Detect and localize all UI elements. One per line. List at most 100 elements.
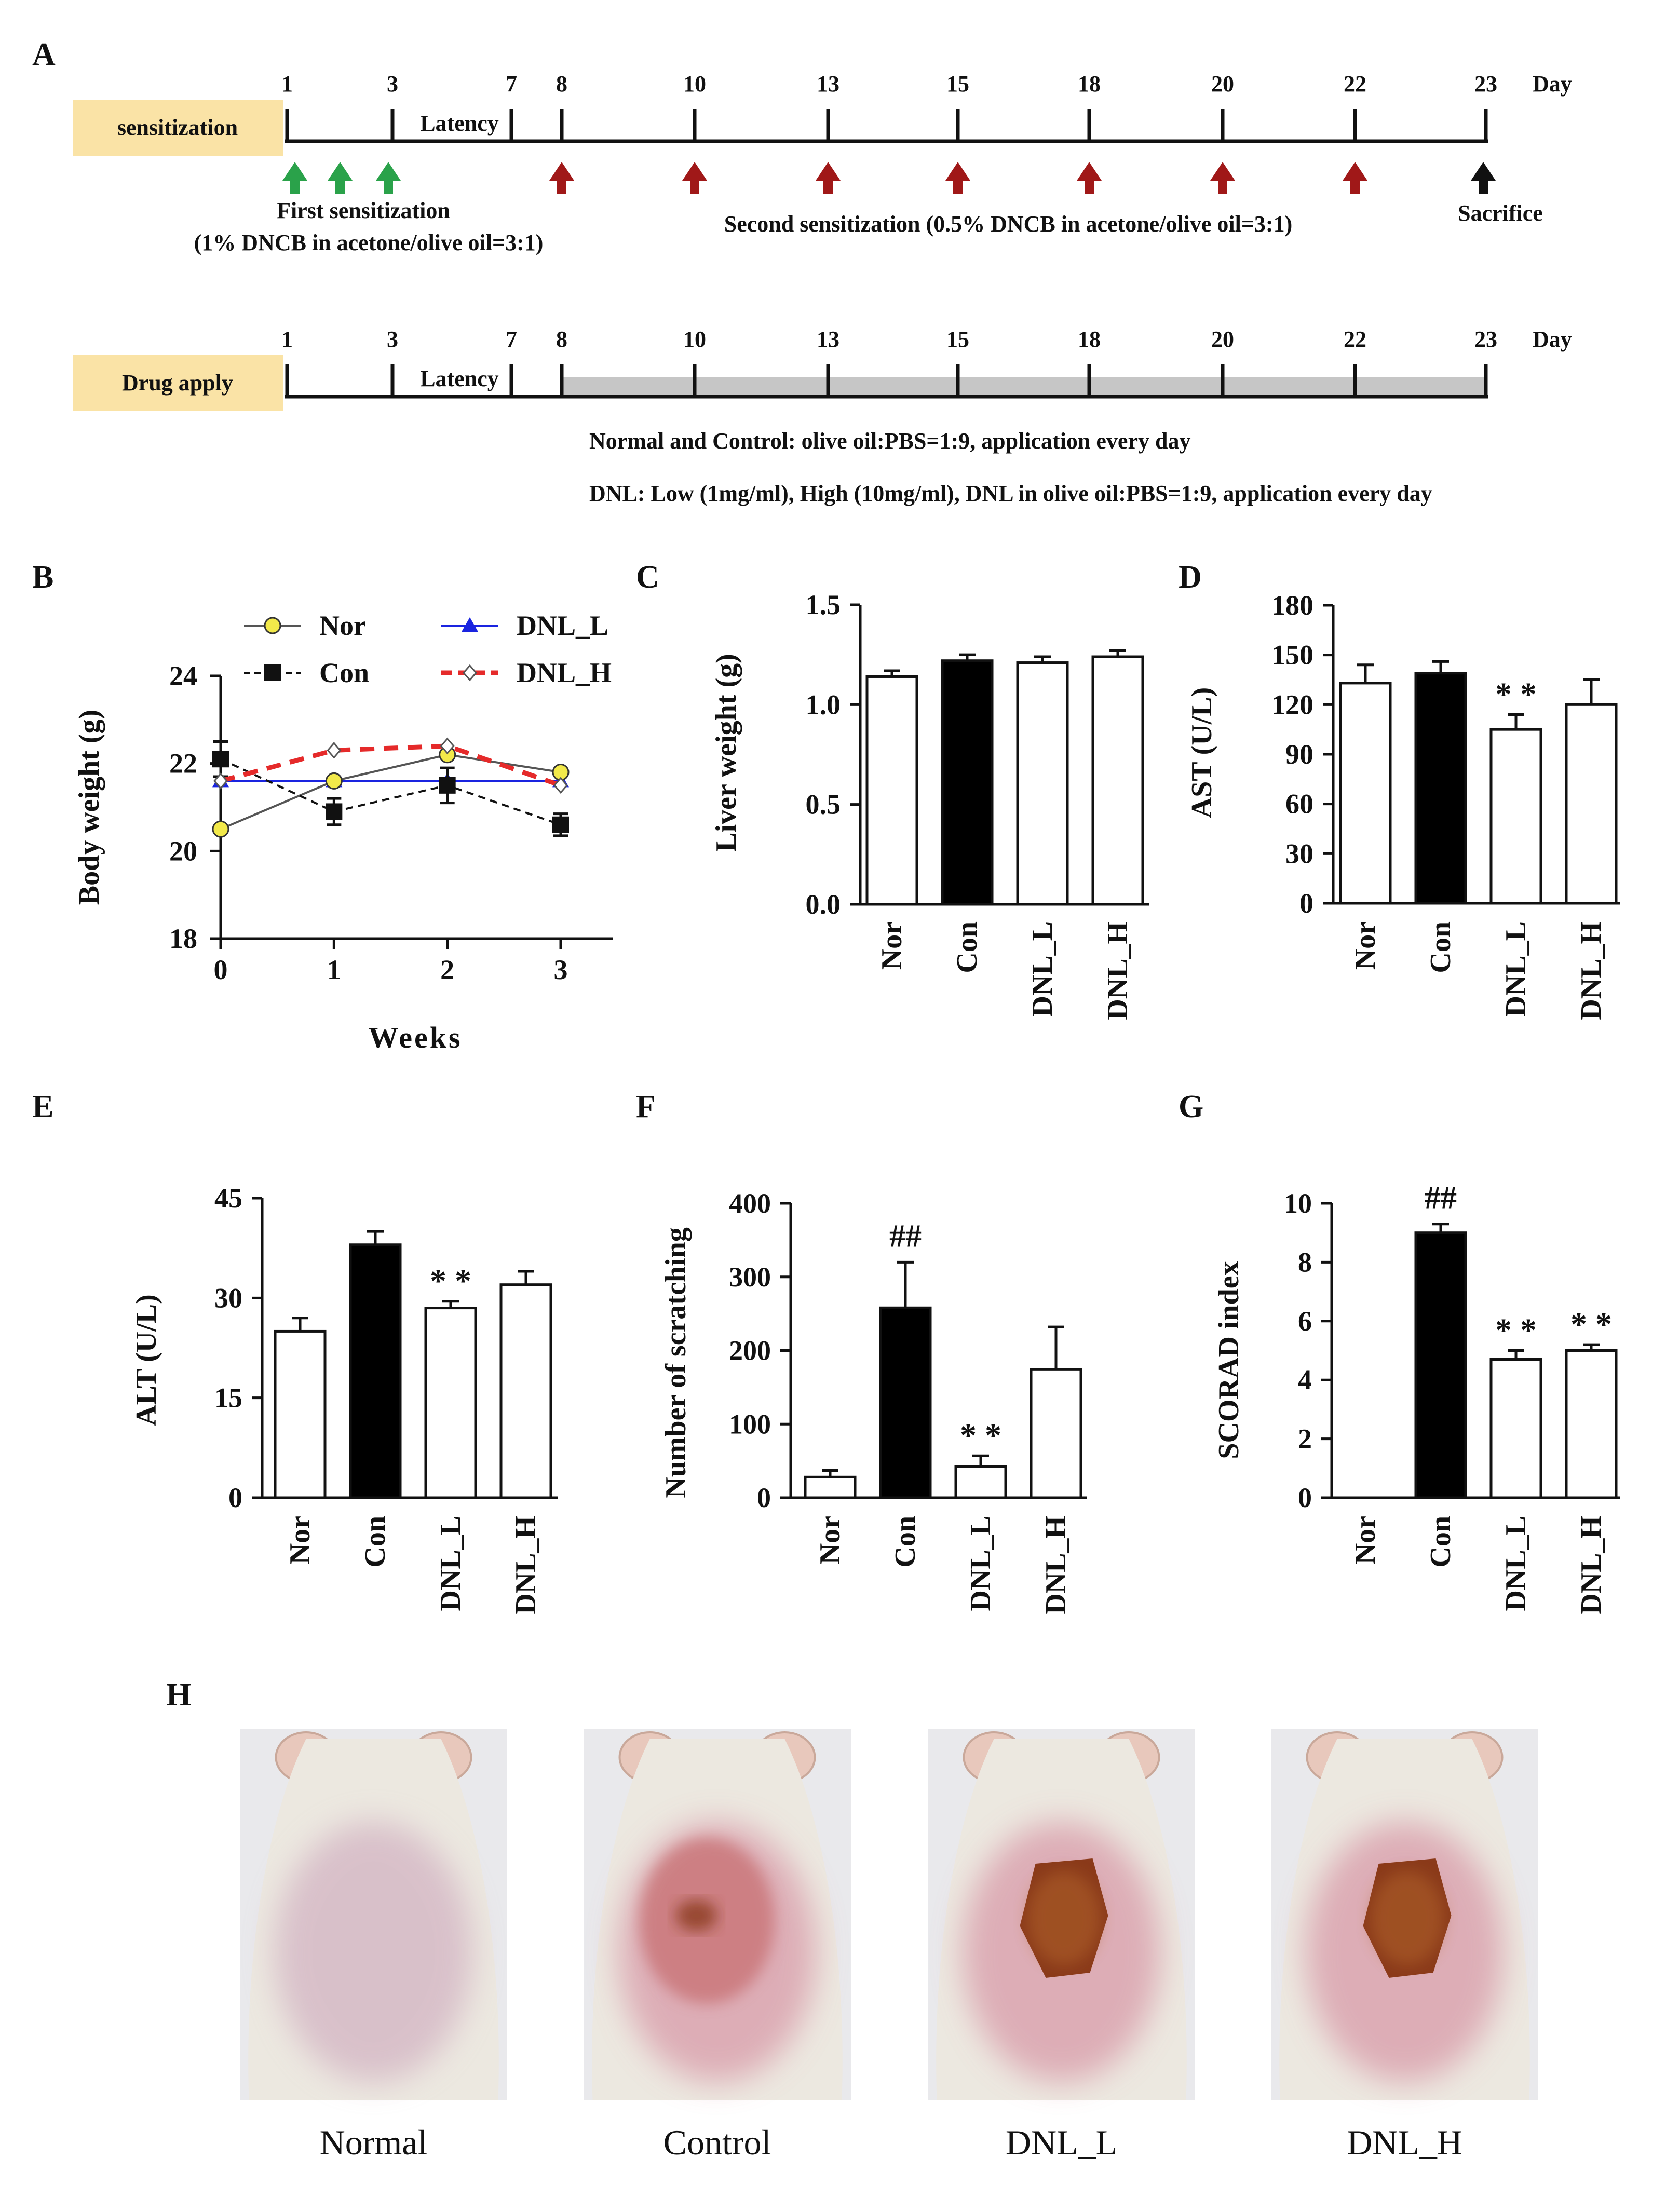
significance-mark: ##	[1425, 1180, 1457, 1216]
category-label: Con	[359, 1516, 391, 1568]
legend-marker	[264, 664, 281, 681]
y-axis-label: Body weight (g)	[73, 710, 105, 905]
sensitization-arrows	[282, 162, 1496, 194]
data-point	[213, 772, 228, 790]
timeline-day-label-8: 8	[556, 71, 567, 97]
panel-letter-h: H	[166, 1677, 191, 1713]
y-tick-label: 15	[214, 1382, 242, 1414]
y-tick-label: 60	[1285, 789, 1313, 820]
bar-dnl-l	[954, 1465, 1007, 1499]
data-point	[325, 772, 343, 790]
y-tick-label: 90	[1285, 739, 1313, 770]
category-label: DNL_H	[510, 1516, 542, 1614]
category-label: DNL_L	[1500, 921, 1532, 1017]
second-sensitization: Second sensitization (0.5% DNCB in aceto…	[724, 211, 1292, 237]
photo-caption: DNL_H	[1347, 2123, 1462, 2162]
bar-nor	[1339, 682, 1392, 905]
drug-note-dnl: DNL: Low (1mg/ml), High (10mg/ml), DNL i…	[589, 481, 1432, 506]
bar-con	[1414, 672, 1467, 905]
significance-mark: * *	[1495, 675, 1537, 712]
red-arrow-day-10-head	[682, 162, 707, 181]
timeline-day-label-10: 10	[683, 327, 706, 352]
y-axis-label: Liver weight (g)	[710, 654, 742, 852]
y-tick-label: 150	[1271, 640, 1313, 671]
drug-apply-label: Drug apply	[122, 370, 233, 396]
timeline-day-label-23: 23	[1474, 71, 1497, 97]
panel-letter-d: D	[1179, 560, 1202, 595]
category-label: DNL_H	[1575, 921, 1607, 1020]
category-label: Nor	[876, 921, 908, 970]
data-point	[553, 777, 568, 794]
y-tick-label: 0.0	[806, 889, 841, 920]
y-tick-label: 120	[1271, 689, 1313, 720]
timeline-latency: Latency	[420, 111, 499, 136]
timeline-day-label-22: 22	[1344, 71, 1366, 97]
category-label: Con	[1425, 921, 1457, 973]
red-arrow-day-22-shaft	[1350, 180, 1360, 194]
red-arrow-day-20-head	[1210, 162, 1235, 181]
lesion-center	[1027, 1871, 1101, 1965]
y-tick-label: 400	[729, 1188, 771, 1219]
y-tick-label: 200	[729, 1335, 771, 1366]
y-tick-label: 0	[228, 1482, 242, 1513]
bar-chart-f: 0 100 200 300 400 Number of scratching Nor ## Co…	[660, 1188, 1087, 1614]
lesion-center	[1371, 1871, 1444, 1965]
green-arrow-day-3-shaft	[384, 180, 393, 194]
significance-mark: * *	[1570, 1306, 1612, 1342]
y-axis-label: AST (U/L)	[1186, 687, 1218, 819]
bar-dnl-h	[499, 1283, 552, 1499]
sacrifice-label: Sacrifice	[1458, 200, 1543, 226]
sensitization-label-box	[73, 100, 283, 156]
y-tick-label: 0	[1298, 1482, 1312, 1513]
timeline-day-label-1: 1	[281, 71, 293, 97]
body-weight-chart: 18 20 22 24 0 1 2 3 Weeks Body weight (g) Nor DNL_L…	[73, 610, 613, 1054]
timeline-day-label-20: 20	[1211, 71, 1234, 97]
timeline-day-unit: Day	[1533, 71, 1572, 97]
photo-caption: DNL_L	[1006, 2123, 1117, 2162]
sacrifice-arrow-shaft	[1479, 180, 1488, 194]
red-arrow-day-10-shaft	[690, 180, 699, 194]
y-tick-label: 30	[1285, 838, 1313, 869]
timeline-day-label-1: 1	[281, 327, 293, 352]
red-arrow-day-20-shaft	[1218, 180, 1227, 194]
y-tick-label: 2	[1298, 1423, 1312, 1455]
y-tick-label: 1.5	[806, 589, 841, 620]
legend-label: DNL_H	[517, 657, 612, 688]
bar-dnl-l	[424, 1307, 477, 1499]
panel-letter-g: G	[1179, 1089, 1203, 1124]
green-arrow-day-1-head	[282, 162, 307, 181]
category-label: Nor	[814, 1516, 846, 1564]
timeline-day-label-3: 3	[387, 71, 398, 97]
timeline-day-label-13: 13	[817, 71, 839, 97]
x-tick-label: 3	[554, 954, 568, 985]
panel-letter-a: A	[32, 37, 56, 72]
y-tick-label: 45	[214, 1183, 242, 1214]
y-tick-label: 20	[169, 835, 197, 866]
legend-marker	[462, 617, 478, 632]
red-arrow-day-13-head	[816, 162, 841, 181]
photo-caption: Normal	[320, 2123, 428, 2162]
data-point	[327, 742, 342, 759]
timeline-day-label-18: 18	[1078, 71, 1101, 97]
timeline-notes: First sensitization (1% DNCB in acetone/o…	[194, 198, 1543, 506]
y-tick-label: 6	[1298, 1306, 1312, 1337]
photo-dnl-h	[1271, 1729, 1538, 2100]
green-arrow-day-2-shaft	[335, 180, 345, 194]
category-label: DNL_L	[1026, 921, 1059, 1017]
timeline-day-label-15: 15	[946, 327, 969, 352]
bar-dnl-l	[1489, 728, 1542, 905]
significance-mark: ##	[889, 1218, 922, 1254]
bar-chart-c: 0.0 0.5 1.0 1.5 Liver weight (g) Nor Con DNL_L D…	[710, 589, 1149, 1020]
bar-nor	[274, 1329, 327, 1499]
green-arrow-day-2-head	[328, 162, 353, 181]
red-arrow-day-13-shaft	[823, 180, 833, 194]
red-arrow-day-15-head	[945, 162, 970, 181]
timeline-day-label-18: 18	[1078, 327, 1101, 352]
legend-marker	[264, 617, 281, 634]
timeline-day-unit: Day	[1533, 327, 1572, 352]
y-tick-label: 180	[1271, 590, 1313, 621]
mouse-photos: Normal Control DNL_L DNL_H	[240, 1729, 1538, 2162]
series-nor	[212, 746, 570, 838]
